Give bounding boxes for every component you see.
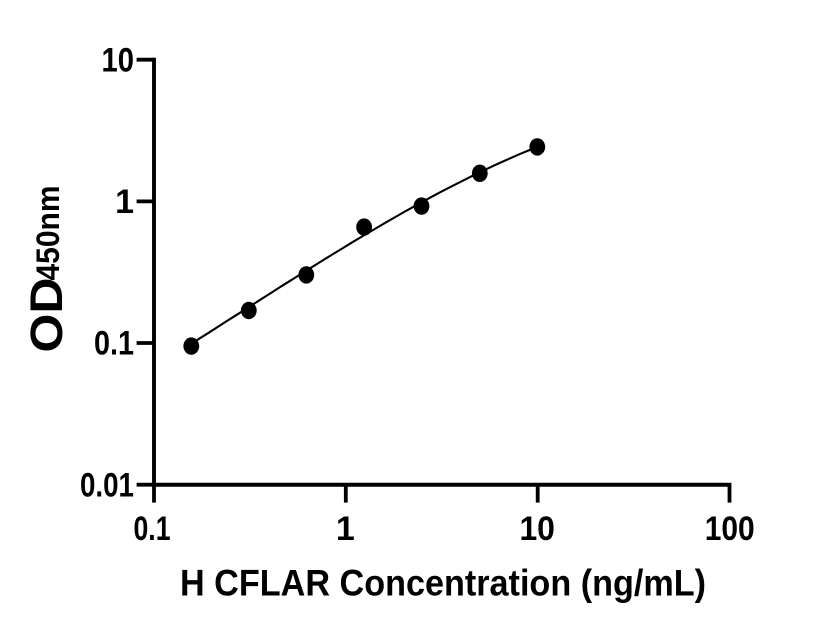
svg-text:10: 10 xyxy=(519,510,555,548)
svg-text:0.1: 0.1 xyxy=(94,325,134,363)
svg-text:OD: OD xyxy=(21,278,72,353)
svg-text:1: 1 xyxy=(336,510,355,548)
svg-text:10: 10 xyxy=(102,41,135,79)
svg-text:450nm: 450nm xyxy=(30,186,66,281)
svg-text:100: 100 xyxy=(705,510,755,548)
svg-text:1: 1 xyxy=(115,183,134,221)
svg-text:H CFLAR Concentration (ng/mL): H CFLAR Concentration (ng/mL) xyxy=(180,562,706,603)
svg-text:0.01: 0.01 xyxy=(80,466,134,504)
svg-text:0.1: 0.1 xyxy=(134,510,171,548)
